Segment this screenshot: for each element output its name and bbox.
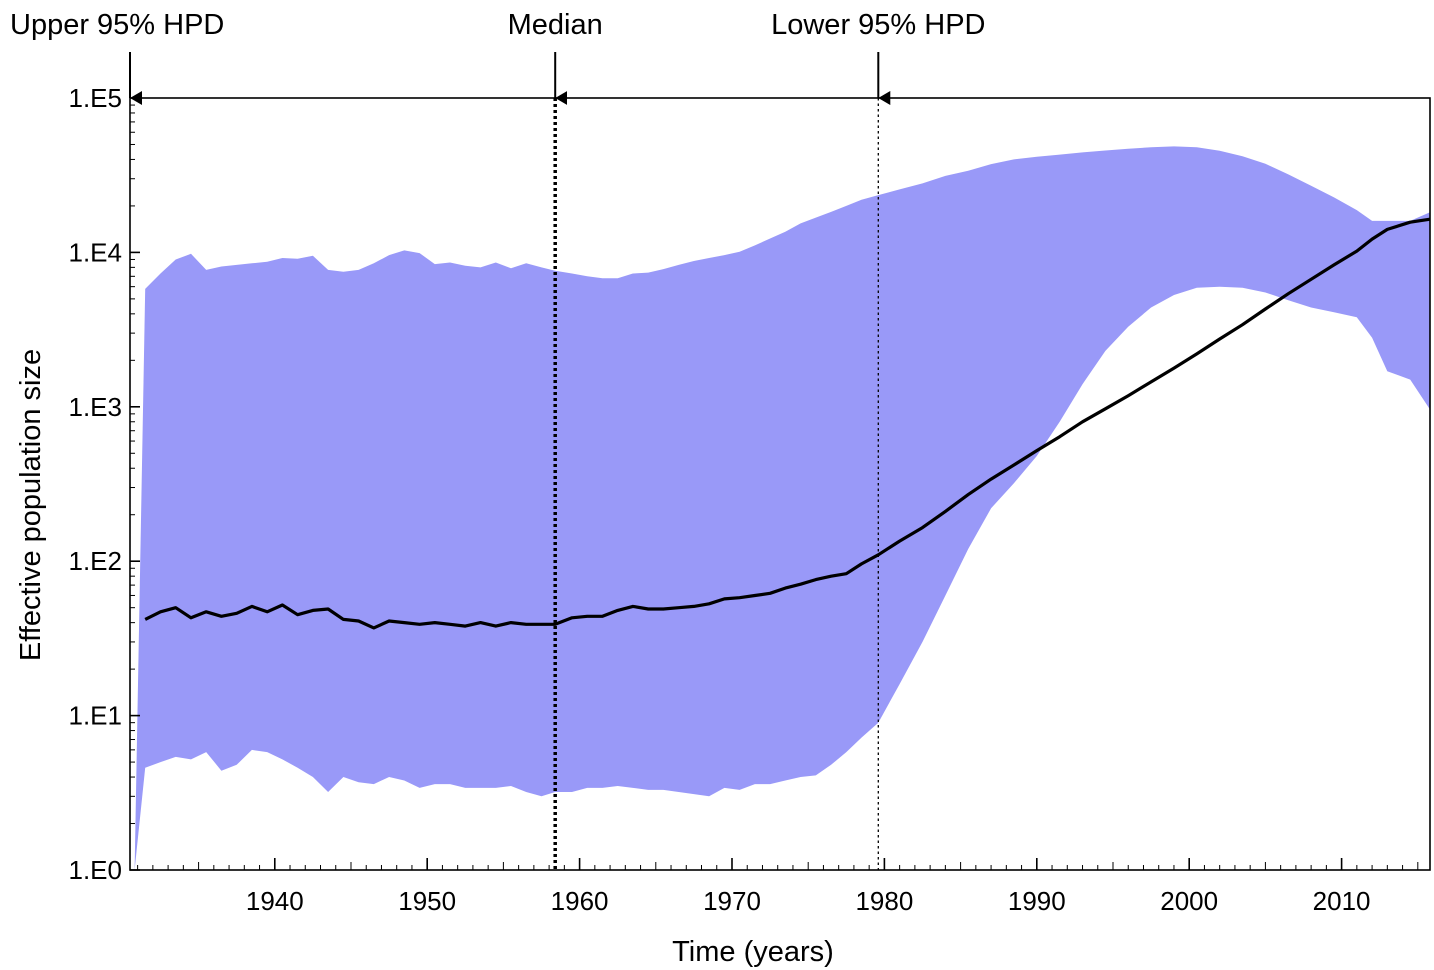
x-tick-label: 1990: [1008, 886, 1066, 916]
x-tick-label: 1960: [551, 886, 609, 916]
x-axis-ticks: [137, 858, 1419, 870]
median-line: [144, 217, 1431, 630]
marker-annotations: Upper 95% HPD Median Lower 95% HPD: [10, 9, 985, 105]
lower-hpd-label: Lower 95% HPD: [771, 9, 985, 41]
x-tick-label: 1940: [246, 886, 304, 916]
y-tick-label: 1.E1: [69, 701, 123, 731]
y-tick-label: 1.E5: [69, 83, 123, 113]
y-tick-label: 1.E0: [69, 855, 123, 885]
x-tick-label: 1970: [703, 886, 761, 916]
y-tick-label: 1.E2: [69, 546, 123, 576]
hpd-band-layer: [130, 146, 1430, 870]
upper-hpd-label: Upper 95% HPD: [10, 9, 224, 41]
marker-lines: [553, 98, 879, 870]
plot-frame: [129, 97, 1431, 871]
median-label: Median: [508, 9, 603, 41]
y-axis-ticks: [130, 104, 140, 871]
x-tick-label: 2010: [1313, 886, 1371, 916]
median-line-layer: [144, 217, 1431, 630]
x-axis-tick-labels: 1940 1950 1960 1970 1980 1990 2000 2010: [246, 886, 1371, 916]
y-axis-title: Effective population size: [15, 349, 47, 661]
x-tick-label: 1950: [398, 886, 456, 916]
x-axis-title: Time (years): [672, 936, 834, 968]
y-axis-tick-labels: 1.E0 1.E1 1.E2 1.E3 1.E4 1.E5: [69, 83, 123, 885]
x-tick-label: 2000: [1160, 886, 1218, 916]
y-tick-label: 1.E3: [69, 392, 123, 422]
hpd-95-band: [130, 146, 1430, 870]
x-tick-label: 1980: [855, 886, 913, 916]
y-tick-label: 1.E4: [69, 237, 123, 267]
